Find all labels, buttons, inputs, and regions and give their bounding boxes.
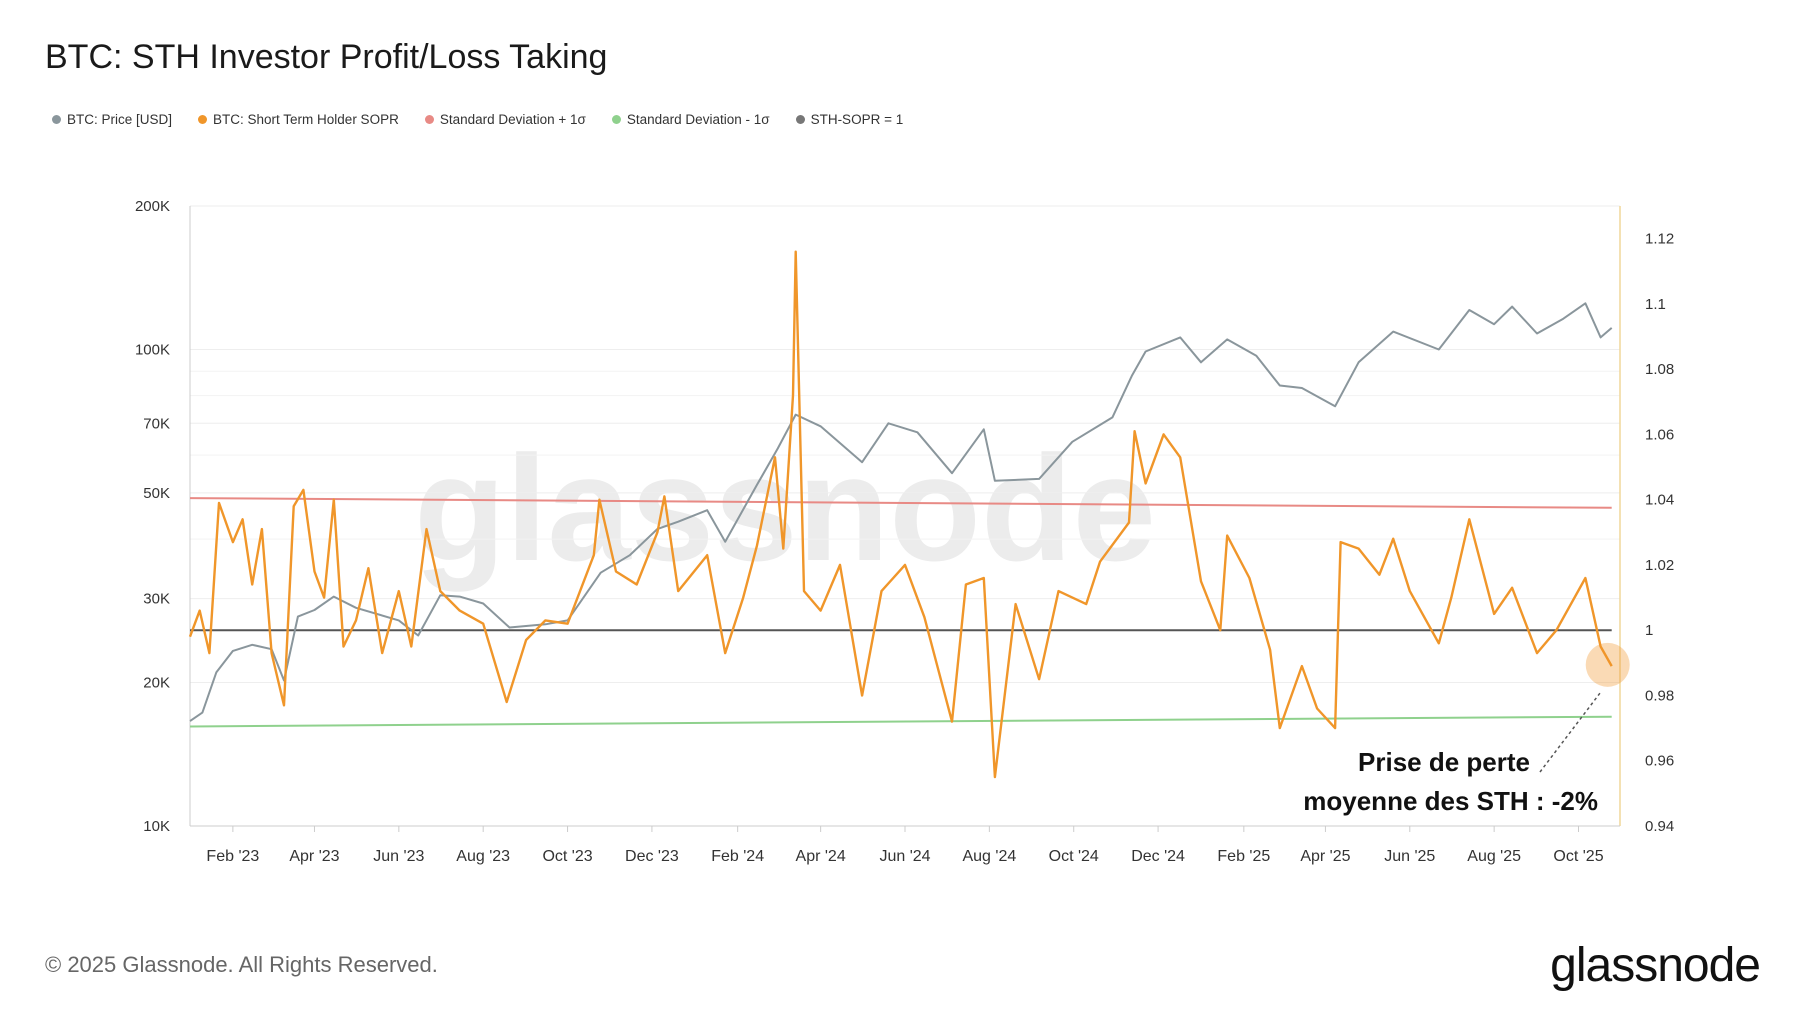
x-tick-label: Aug '23 [456,848,510,865]
y-right-tick-label: 1.02 [1645,557,1674,574]
std-dev-minus-line [189,715,1612,728]
legend-label-sopr: BTC: Short Term Holder SOPR [213,112,399,127]
legend-dot-sd-plus [424,115,434,124]
y-left-tick-label: 10K [143,818,170,835]
legend-item-sopr-one[interactable]: STH-SOPR = 1 [795,112,904,127]
y-left-tick-label: 100K [135,341,170,358]
y-right-tick-label: 1 [1645,622,1653,639]
annotation-highlight [1585,642,1630,687]
x-tick-label: Oct '25 [1553,848,1603,865]
legend-item-price[interactable]: BTC: Price [USD] [52,112,172,127]
y-left-tick-label: 30K [143,591,170,608]
x-tick-label: Jun '25 [1384,848,1435,865]
glassnode-logo: glassnode [1550,939,1761,992]
x-tick-label: Dec '24 [1131,848,1185,865]
y-left-tick-label: 50K [143,485,170,502]
legend-label-sd-minus: Standard Deviation - 1σ [626,112,770,127]
sth-sopr-line [188,250,1613,779]
y-right-tick-label: 1.04 [1645,492,1674,509]
x-tick-label: Aug '24 [962,848,1016,865]
legend-dot-sd-minus [611,115,621,124]
y-right-tick-label: 0.96 [1645,753,1674,770]
y-right-tick-label: 1.06 [1645,426,1674,443]
x-tick-label: Apr '23 [289,848,339,865]
legend-item-sd-minus[interactable]: Standard Deviation - 1σ [611,112,770,127]
annotation-text-line2: moyenne des STH : -2% [1303,786,1598,816]
x-tick-label: Feb '23 [206,848,259,865]
x-tick-label: Jun '23 [373,848,424,865]
x-tick-label: Aug '25 [1467,848,1521,865]
copyright-text: © 2025 Glassnode. All Rights Reserved. [45,952,438,977]
x-tick-label: Oct '23 [542,848,592,865]
x-tick-label: Apr '25 [1300,848,1350,865]
legend-dot-price [52,115,61,124]
y-left-tick-label: 20K [143,675,170,692]
annotation-pointer [1539,690,1603,773]
legend-label-price: BTC: Price [USD] [67,112,173,127]
y-right-tick-label: 0.94 [1645,818,1674,835]
y-right-tick-label: 1.1 [1645,296,1666,313]
y-left-tick-label: 70K [143,415,170,432]
legend-label-sd-plus: Standard Deviation + 1σ [439,112,586,127]
chart-title: BTC: STH Investor Profit/Loss Taking [45,38,608,76]
y-right-tick-label: 1.08 [1645,361,1674,378]
x-tick-label: Jun '24 [879,848,930,865]
legend-dot-sopr-one [795,115,805,124]
y-right-tick-label: 0.98 [1645,687,1674,704]
x-tick-label: Oct '24 [1049,848,1099,865]
x-tick-label: Feb '25 [1217,848,1270,865]
legend-item-sd-plus[interactable]: Standard Deviation + 1σ [424,112,586,127]
y-right-tick-label: 1.12 [1645,231,1674,248]
legend-label-sopr-one: STH-SOPR = 1 [810,112,904,127]
x-tick-label: Feb '24 [711,848,764,865]
legend-dot-sopr [198,115,208,124]
annotation-text-line1: Prise de perte [1358,747,1530,777]
y-left-tick-label: 200K [135,198,170,215]
price-line [189,302,1613,722]
std-dev-plus-line [189,497,1612,509]
x-tick-label: Apr '24 [796,848,846,865]
legend-item-sopr[interactable]: BTC: Short Term Holder SOPR [198,112,399,127]
chart-legend: BTC: Price [USD] BTC: Short Term Holder … [52,112,903,127]
x-tick-label: Dec '23 [625,848,679,865]
